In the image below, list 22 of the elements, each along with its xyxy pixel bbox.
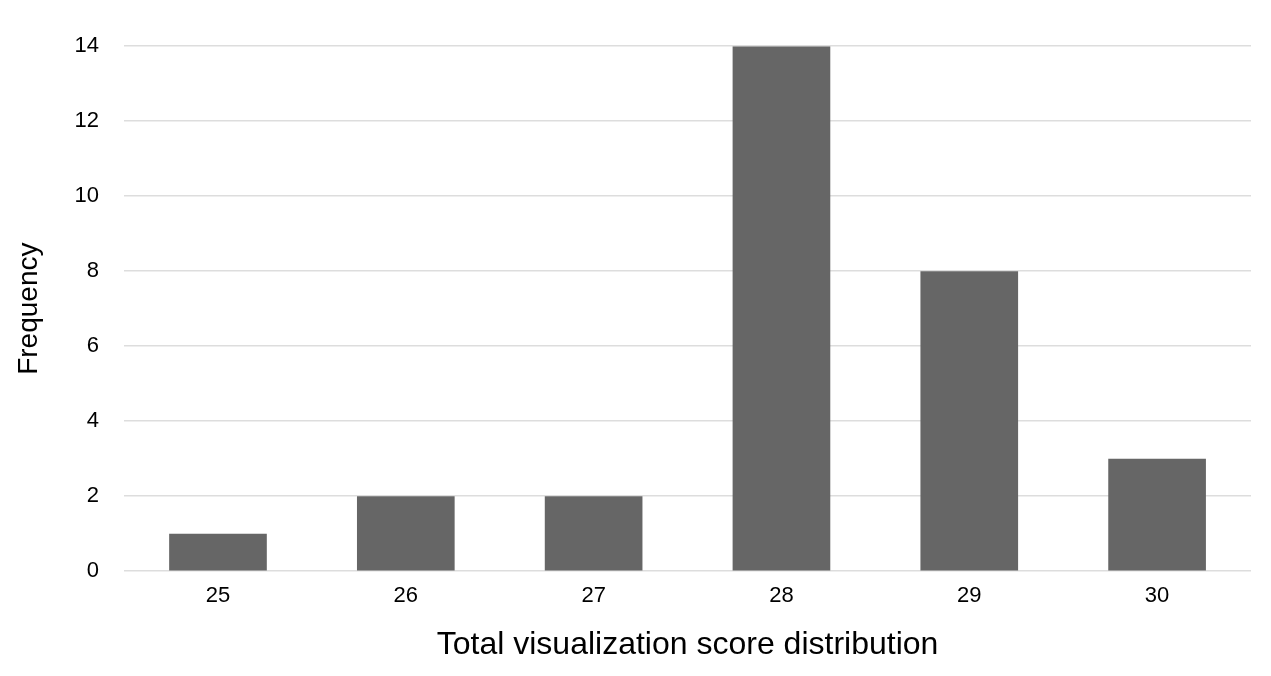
y-tick-label: 2 (86, 482, 100, 508)
y-tick-label: 6 (86, 332, 100, 358)
bar (920, 271, 1019, 571)
bar (169, 533, 267, 571)
y-tick-label: 12 (74, 107, 100, 133)
bar (732, 46, 831, 571)
x-axis-title: Total visualization score distribution (436, 624, 939, 661)
y-tick-label: 10 (74, 182, 100, 208)
y-tick-label: 0 (86, 557, 100, 583)
y-tick-label: 8 (86, 257, 100, 283)
x-tick-label: 29 (957, 582, 982, 608)
x-tick-label: 28 (769, 582, 794, 608)
y-tick-label: 4 (86, 407, 100, 433)
bar (356, 496, 455, 571)
x-tick-label: 27 (581, 582, 606, 608)
x-tick-label: 25 (205, 582, 231, 608)
y-tick-label: 14 (74, 32, 100, 58)
bar (544, 496, 643, 571)
x-tick-label: 26 (393, 582, 419, 608)
y-axis-title: Frequency (11, 242, 43, 375)
bar (1108, 458, 1206, 571)
x-tick-label: 30 (1144, 582, 1170, 608)
